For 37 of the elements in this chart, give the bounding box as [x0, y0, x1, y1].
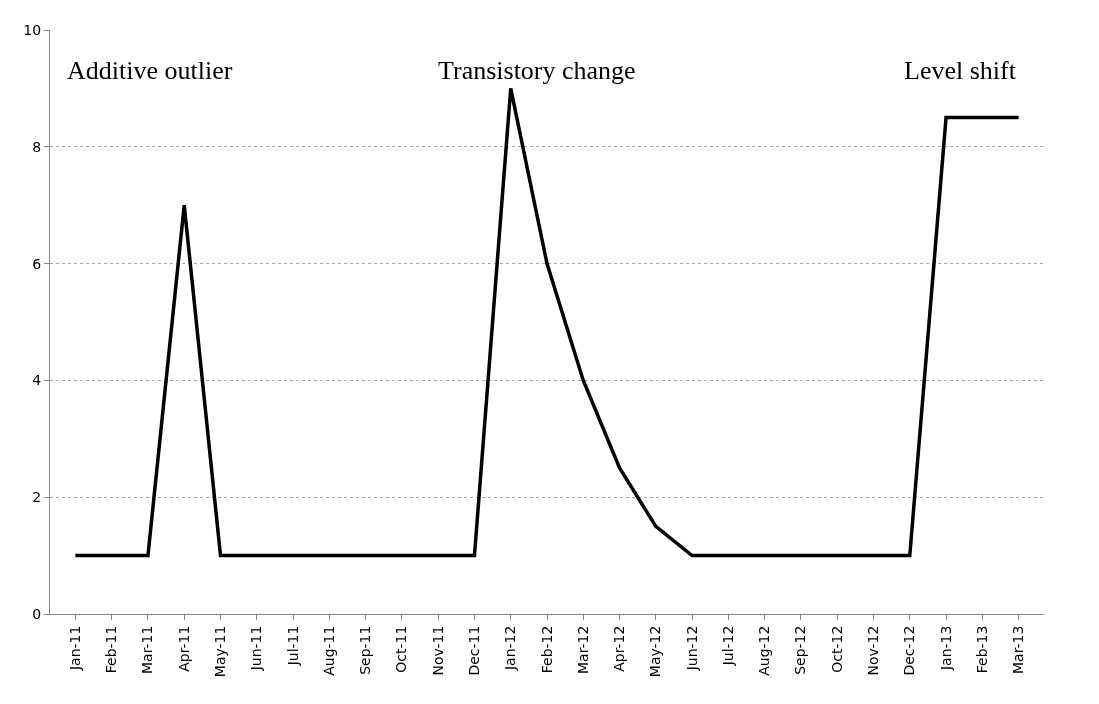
x-tick-label: Sep-11 [357, 625, 374, 675]
x-tick-label: Oct-11 [393, 625, 410, 673]
x-tick-label: Feb-13 [973, 625, 990, 674]
x-tick-label: Mar-12 [574, 625, 591, 674]
annotation: Transistory change [438, 56, 636, 85]
x-tick-label: Jun-11 [248, 625, 265, 672]
x-tick-label: Apr-11 [175, 625, 192, 672]
x-tick-label: Feb-11 [103, 625, 120, 674]
y-tick-label: 10 [23, 21, 42, 38]
x-tick-label: Jan-12 [502, 625, 519, 672]
y-tick-label: 0 [32, 605, 42, 622]
x-tick-label: Mar-13 [1010, 625, 1027, 674]
y-tick-label: 6 [32, 255, 42, 272]
x-tick-label: Dec-11 [466, 625, 482, 676]
y-tick-label: 4 [32, 372, 42, 389]
x-tick-label: Sep-12 [792, 625, 809, 675]
x-tick-label: Nov-12 [865, 625, 882, 676]
x-tick-label: Feb-12 [538, 625, 555, 674]
annotation: Additive outlier [67, 56, 233, 85]
x-tick-label: Jan-13 [937, 625, 954, 672]
x-tick-label: Apr-12 [611, 625, 628, 672]
x-tick-label: Oct-12 [828, 625, 845, 673]
x-tick-label: Nov-11 [429, 625, 446, 676]
x-tick-label: Jul-11 [284, 625, 301, 667]
annotation: Level shift [904, 56, 1017, 85]
x-tick-label: Jan-11 [66, 625, 83, 672]
x-tick-label: May-12 [647, 625, 664, 678]
x-tick-label: Dec-12 [901, 625, 918, 676]
x-tick-label: Aug-12 [756, 625, 773, 676]
x-tick-label: Mar-11 [139, 625, 156, 674]
line-series [73, 86, 1021, 558]
y-tick-label: 8 [32, 138, 42, 155]
x-tick-label: Jul-12 [719, 625, 736, 667]
x-tick-label: Jun-12 [683, 625, 700, 672]
x-tick-label: May-11 [212, 625, 229, 678]
y-tick-label: 2 [32, 489, 42, 506]
x-tick-label: Aug-11 [320, 625, 337, 676]
